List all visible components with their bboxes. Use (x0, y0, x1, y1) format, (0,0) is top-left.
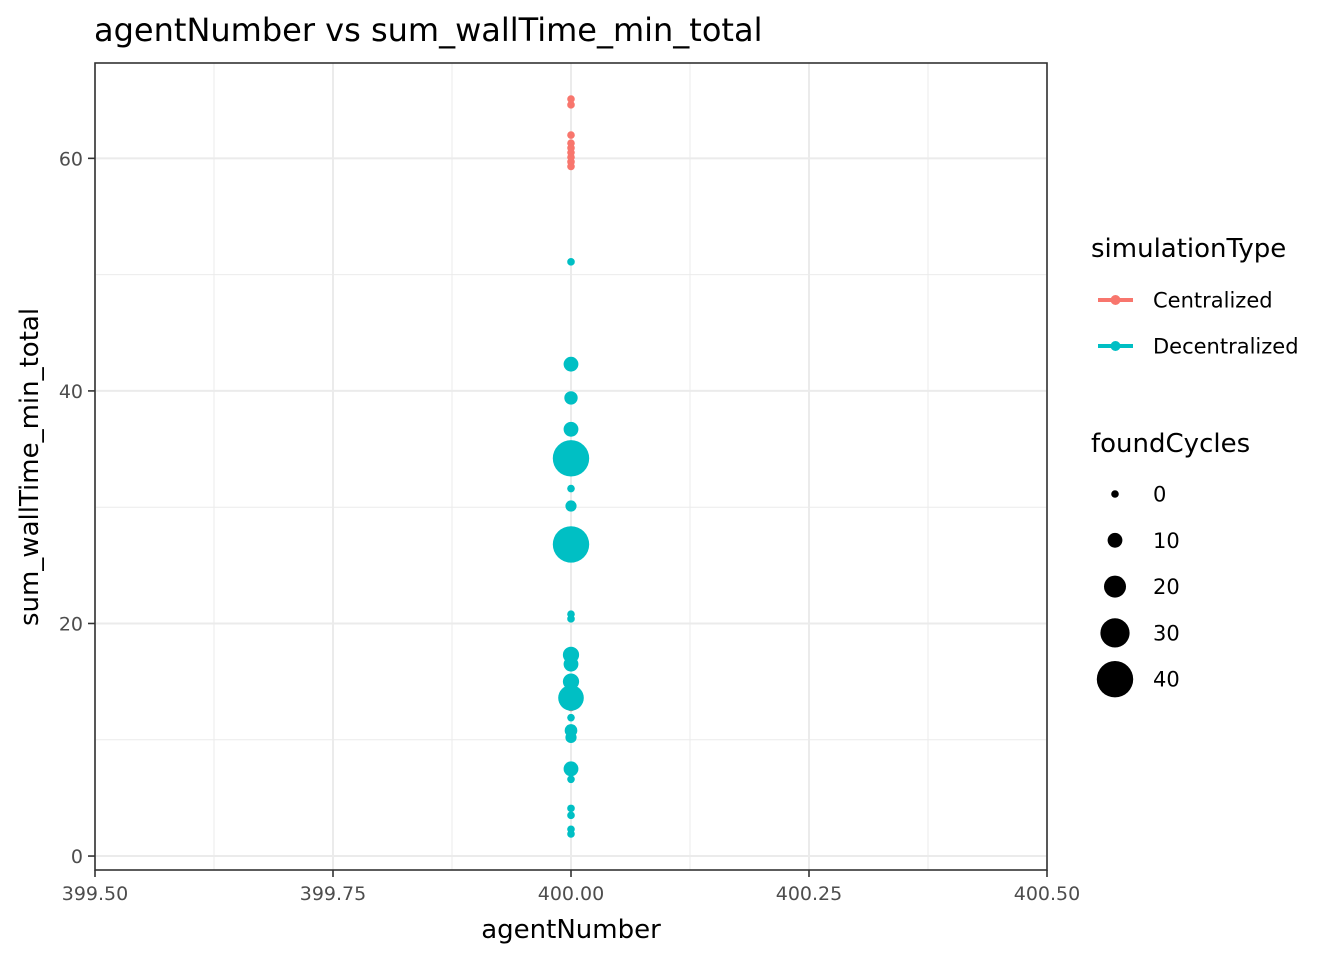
y-tick-label: 20 (59, 613, 83, 635)
legend-key-point (1110, 295, 1121, 305)
point-centralized (567, 95, 575, 103)
point-decentralized (567, 811, 575, 820)
x-axis: 399.50 399.75 400.00 400.25 400.50 (62, 870, 1080, 905)
size-legend-title: foundCycles (1091, 429, 1250, 459)
color-legend: simulationType Centralized Decentralized (1091, 234, 1299, 359)
point-centralized (567, 162, 575, 171)
y-tick-label: 60 (59, 148, 83, 170)
point-decentralized (567, 713, 575, 722)
point-decentralized (563, 421, 579, 437)
point-decentralized (567, 258, 575, 266)
legend-label-centralized: Centralized (1153, 289, 1273, 313)
point-decentralized (565, 500, 577, 512)
size-legend-label: 10 (1153, 529, 1180, 553)
point-decentralized (567, 484, 575, 493)
size-legend-key (1096, 661, 1134, 698)
size-legend-key (1111, 490, 1119, 498)
x-tick-label: 400.00 (538, 883, 604, 905)
x-axis-title: agentNumber (481, 915, 661, 945)
point-decentralized (564, 391, 578, 405)
chart-title: agentNumber vs sum_wallTime_min_total (94, 11, 762, 49)
point-decentralized (567, 830, 575, 838)
x-tick-label: 399.75 (300, 883, 366, 905)
size-legend-label: 0 (1153, 483, 1166, 507)
size-legend-label: 40 (1153, 668, 1180, 692)
point-decentralized (563, 356, 579, 372)
point-decentralized (567, 804, 575, 813)
data-points (552, 95, 590, 838)
point-decentralized (567, 775, 575, 784)
legend-label-decentralized: Decentralized (1153, 335, 1299, 359)
x-tick-label: 400.25 (776, 883, 842, 905)
point-decentralized (565, 731, 577, 744)
size-legend-key (1104, 575, 1126, 598)
point-decentralized (552, 440, 590, 477)
x-tick-label: 399.50 (62, 883, 128, 905)
y-axis-title: sum_wallTime_min_total (15, 308, 45, 626)
legend-key-point (1110, 341, 1121, 351)
point-decentralized (567, 615, 575, 623)
point-decentralized (563, 761, 579, 777)
size-legend-key (1107, 532, 1123, 548)
y-axis: 0 20 40 60 (59, 148, 95, 868)
size-legend-label: 20 (1153, 575, 1180, 599)
size-legend-label: 30 (1153, 621, 1180, 645)
x-tick-label: 400.50 (1014, 883, 1080, 905)
point-centralized (567, 131, 575, 139)
plot-panel (94, 62, 1048, 871)
color-legend-title: simulationType (1091, 234, 1286, 264)
point-decentralized (552, 526, 590, 563)
size-legend-key (1100, 618, 1130, 648)
point-decentralized (558, 685, 584, 711)
size-legend: foundCycles 0 10 20 30 40 (1091, 429, 1250, 698)
y-tick-label: 40 (59, 381, 83, 403)
y-tick-label: 0 (71, 846, 83, 868)
point-decentralized (562, 673, 580, 690)
point-decentralized (563, 656, 579, 672)
point-centralized (567, 101, 575, 109)
